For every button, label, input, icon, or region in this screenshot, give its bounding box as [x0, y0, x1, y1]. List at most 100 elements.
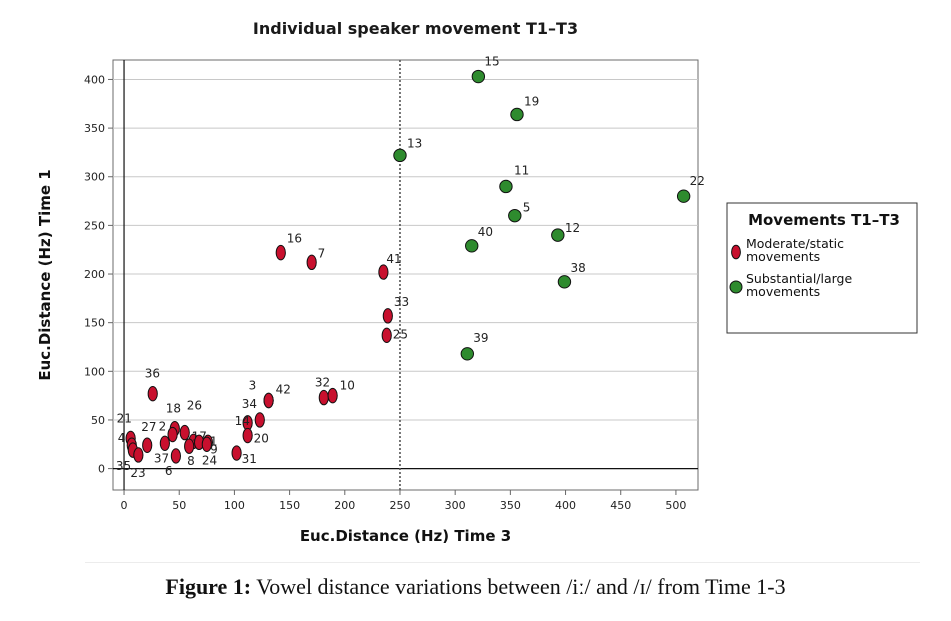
point-moderate	[275, 244, 286, 261]
point-label: 41	[386, 252, 401, 266]
point-label: 38	[570, 261, 585, 275]
point-moderate	[231, 445, 242, 461]
point-label: 6	[165, 464, 173, 478]
point-label: 15	[484, 55, 499, 69]
y-tick-label: 300	[84, 171, 105, 184]
y-tick-label: 100	[84, 365, 105, 378]
point-label: 23	[130, 466, 145, 480]
point-substantial	[551, 228, 565, 242]
x-tick-label: 300	[445, 499, 466, 512]
caption-divider	[85, 562, 920, 563]
point-moderate	[378, 264, 389, 280]
point-moderate	[382, 308, 393, 324]
point-label: 14	[235, 414, 250, 428]
point-substantial	[510, 107, 524, 122]
point-moderate	[254, 412, 265, 428]
point-label: 2	[159, 420, 167, 434]
point-moderate	[170, 448, 182, 464]
point-label: 22	[690, 174, 705, 188]
point-label: 24	[202, 453, 217, 467]
x-tick-label: 400	[555, 499, 576, 512]
x-tick-label: 350	[500, 499, 521, 512]
x-tick-label: 100	[224, 499, 245, 512]
point-moderate	[381, 327, 392, 344]
caption-prefix: Figure 1:	[165, 574, 252, 599]
x-tick-label: 250	[389, 499, 410, 512]
point-moderate	[142, 437, 153, 453]
point-label: 25	[393, 327, 408, 341]
legend-entry-text: movements	[746, 284, 820, 299]
point-label: 42	[276, 382, 291, 396]
point-moderate	[306, 254, 317, 271]
point-label: 1	[210, 434, 218, 448]
x-tick-label: 50	[172, 499, 186, 512]
point-label: 12	[565, 221, 580, 235]
point-substantial	[676, 189, 691, 203]
point-label: 34	[242, 397, 257, 411]
point-label: 3	[249, 378, 257, 392]
point-substantial	[465, 239, 479, 253]
scatter-chart: Individual speaker movement T1–T30501001…	[36, 19, 918, 545]
point-substantial	[499, 179, 513, 194]
y-tick-label: 50	[91, 414, 105, 427]
point-moderate	[159, 435, 170, 452]
point-label: 20	[254, 432, 269, 446]
figure-caption: Figure 1: Vowel distance variations betw…	[0, 574, 951, 600]
point-label: 27	[141, 420, 156, 434]
point-label: 37	[154, 451, 169, 465]
point-moderate	[147, 385, 158, 402]
point-label: 32	[315, 376, 330, 390]
y-tick-label: 0	[98, 463, 105, 476]
point-moderate	[263, 392, 274, 409]
point-moderate	[167, 426, 178, 443]
x-axis-label: Euc.Distance (Hz) Time 3	[300, 527, 511, 545]
point-label: 21	[117, 411, 132, 425]
point-label: 8	[187, 454, 195, 468]
legend-marker-moderate	[731, 244, 741, 260]
point-label: 26	[187, 399, 202, 413]
point-label: 31	[242, 452, 257, 466]
point-label: 4	[118, 431, 126, 445]
point-substantial	[393, 148, 407, 163]
x-tick-label: 450	[610, 499, 631, 512]
x-tick-label: 150	[279, 499, 300, 512]
plot-frame	[112, 59, 699, 491]
x-tick-label: 500	[665, 499, 686, 512]
x-tick-label: 0	[121, 499, 128, 512]
point-moderate	[327, 387, 338, 404]
point-moderate	[179, 424, 190, 441]
point-moderate	[318, 389, 329, 406]
legend-box	[726, 202, 918, 334]
point-substantial	[557, 275, 572, 289]
chart-title: Individual speaker movement T1–T3	[253, 19, 578, 38]
y-tick-label: 350	[84, 122, 105, 135]
caption-text: Vowel distance variations between /iː/ a…	[251, 574, 786, 599]
point-substantial	[460, 347, 475, 361]
legend-marker-substantial	[729, 280, 743, 294]
point-substantial	[471, 69, 486, 84]
point-label: 39	[473, 331, 488, 345]
legend-entry-text: Substantial/large	[746, 271, 852, 286]
point-label: 33	[394, 295, 409, 309]
point-label: 13	[407, 136, 422, 150]
point-label: 10	[340, 379, 355, 393]
y-tick-label: 250	[84, 219, 105, 232]
point-label: 36	[145, 367, 160, 381]
point-moderate	[133, 447, 144, 463]
legend-entry-text: Moderate/static	[746, 236, 844, 251]
y-tick-label: 400	[84, 73, 105, 86]
point-moderate	[201, 436, 212, 452]
point-label: 35	[116, 459, 131, 473]
point-label: 19	[524, 94, 539, 108]
point-label: 9	[210, 442, 218, 456]
point-label: 7	[318, 246, 326, 260]
point-label: 16	[287, 232, 302, 246]
legend-title: Movements T1–T3	[748, 211, 900, 229]
point-label: 18	[166, 402, 181, 416]
point-moderate	[184, 438, 195, 454]
x-tick-label: 200	[334, 499, 355, 512]
point-substantial	[508, 208, 522, 223]
y-axis-label: Euc.Distance (Hz) Time 1	[36, 169, 54, 380]
chart-area: Individual speaker movement T1–T3 0 50 100 1…	[36, 19, 918, 545]
point-label: 40	[478, 225, 493, 239]
